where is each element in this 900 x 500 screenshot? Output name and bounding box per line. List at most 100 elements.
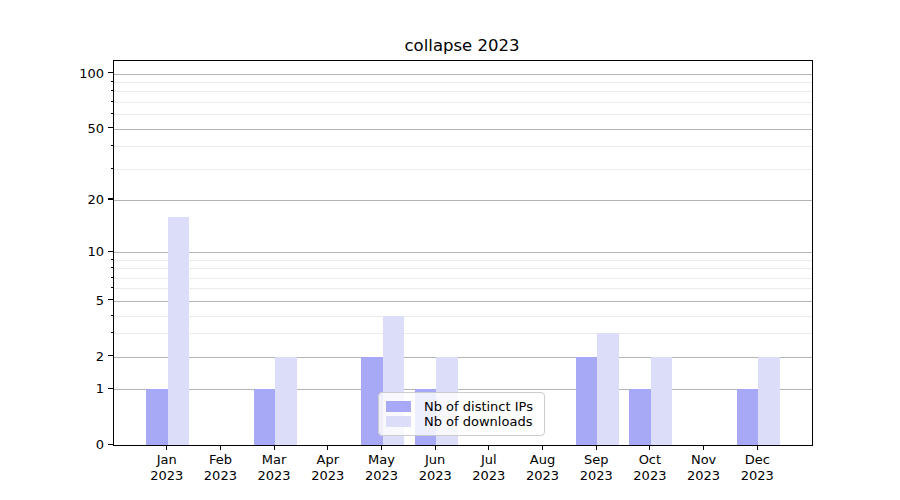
y-tick-mark — [108, 444, 113, 445]
x-tick-label-line: 2023 — [204, 468, 237, 484]
gridline-minor — [114, 260, 812, 261]
gridline-minor — [114, 316, 812, 317]
y-minor-tick-mark — [111, 81, 114, 82]
y-minor-tick-mark — [111, 145, 114, 146]
x-tick-label: May2023 — [365, 452, 398, 483]
x-tick-label-line: Dec — [741, 452, 774, 468]
y-tick-label: 20 — [0, 191, 104, 206]
y-tick-label: 50 — [0, 120, 104, 135]
legend: Nb of distinct IPsNb of downloads — [378, 392, 545, 436]
gridline-minor — [114, 114, 812, 115]
x-tick-mark — [488, 445, 489, 450]
y-tick-mark — [108, 251, 113, 252]
y-minor-tick-mark — [111, 168, 114, 169]
y-tick-mark — [108, 388, 113, 389]
gridline-minor — [114, 169, 812, 170]
legend-label: Nb of downloads — [424, 414, 532, 429]
gridline-minor — [114, 288, 812, 289]
x-tick-label-line: Jun — [419, 452, 452, 468]
x-tick-label: Mar2023 — [258, 452, 291, 483]
gridline-minor — [114, 102, 812, 103]
y-minor-tick-mark — [111, 113, 114, 114]
x-tick-label: Jan2023 — [150, 452, 183, 483]
x-tick-mark — [381, 445, 382, 450]
x-tick-mark — [649, 445, 650, 450]
x-tick-label: Nov2023 — [687, 452, 720, 483]
legend-swatch-distinct-ips — [386, 401, 411, 412]
x-tick-label-line: 2023 — [258, 468, 291, 484]
legend-row: Nb of downloads — [386, 414, 536, 429]
y-minor-tick-mark — [111, 315, 114, 316]
gridline-minor — [114, 82, 812, 83]
bar-distinct-ips — [254, 389, 276, 445]
x-tick-mark — [435, 445, 436, 450]
y-minor-tick-mark — [111, 332, 114, 333]
x-tick-label-line: May — [365, 452, 398, 468]
y-tick-mark — [108, 127, 113, 128]
gridline-major — [114, 74, 812, 75]
chart-figure: collapse 2023 0125102050100Jan2023Feb202… — [0, 0, 900, 500]
x-tick-mark — [542, 445, 543, 450]
gridline-major — [114, 301, 812, 302]
y-tick-mark — [108, 299, 113, 300]
x-tick-label-line: Nov — [687, 452, 720, 468]
x-tick-label-line: Feb — [204, 452, 237, 468]
bar-distinct-ips — [629, 389, 651, 445]
y-minor-tick-mark — [111, 259, 114, 260]
x-tick-label-line: Aug — [526, 452, 559, 468]
gridline-major — [114, 389, 812, 390]
x-tick-label-line: Apr — [311, 452, 344, 468]
bar-downloads — [597, 333, 619, 445]
bar-distinct-ips — [146, 389, 168, 445]
y-tick-label: 0 — [0, 437, 104, 452]
x-tick-label-line: 2023 — [633, 468, 666, 484]
bar-downloads — [275, 357, 297, 445]
gridline-minor — [114, 333, 812, 334]
y-minor-tick-mark — [111, 267, 114, 268]
gridline-minor — [114, 91, 812, 92]
x-tick-label-line: 2023 — [311, 468, 344, 484]
x-tick-label: Feb2023 — [204, 452, 237, 483]
x-tick-label: Aug2023 — [526, 452, 559, 483]
y-tick-mark — [108, 355, 113, 356]
y-tick-label: 2 — [0, 348, 104, 363]
y-minor-tick-mark — [111, 101, 114, 102]
x-tick-label-line: 2023 — [526, 468, 559, 484]
x-tick-label-line: Sep — [580, 452, 613, 468]
plot-area — [113, 60, 813, 446]
legend-swatch-downloads — [386, 416, 411, 427]
bar-downloads — [168, 217, 190, 445]
gridline-minor — [114, 268, 812, 269]
x-tick-label-line: 2023 — [419, 468, 452, 484]
gridline-major — [114, 129, 812, 130]
y-tick-mark — [108, 198, 113, 199]
x-tick-label-line: 2023 — [580, 468, 613, 484]
gridline-minor — [114, 146, 812, 147]
gridline-major — [114, 200, 812, 201]
y-minor-tick-mark — [111, 277, 114, 278]
y-minor-tick-mark — [111, 90, 114, 91]
x-tick-label-line: Jul — [472, 452, 505, 468]
x-tick-label-line: Mar — [258, 452, 291, 468]
x-tick-mark — [596, 445, 597, 450]
x-tick-label-line: Oct — [633, 452, 666, 468]
x-tick-label-line: 2023 — [687, 468, 720, 484]
gridline-major — [114, 252, 812, 253]
x-tick-label: Dec2023 — [741, 452, 774, 483]
gridline-major — [114, 357, 812, 358]
x-tick-label: Jun2023 — [419, 452, 452, 483]
legend-row: Nb of distinct IPs — [386, 399, 536, 414]
x-tick-mark — [757, 445, 758, 450]
x-tick-label-line: 2023 — [741, 468, 774, 484]
x-tick-label: Jul2023 — [472, 452, 505, 483]
y-tick-mark — [108, 72, 113, 73]
x-tick-label: Apr2023 — [311, 452, 344, 483]
bar-downloads — [651, 357, 673, 445]
x-tick-label: Oct2023 — [633, 452, 666, 483]
x-tick-label-line: Jan — [150, 452, 183, 468]
x-tick-mark — [703, 445, 704, 450]
y-minor-tick-mark — [111, 287, 114, 288]
y-tick-label: 10 — [0, 244, 104, 259]
gridline-minor — [114, 278, 812, 279]
x-tick-label-line: 2023 — [150, 468, 183, 484]
